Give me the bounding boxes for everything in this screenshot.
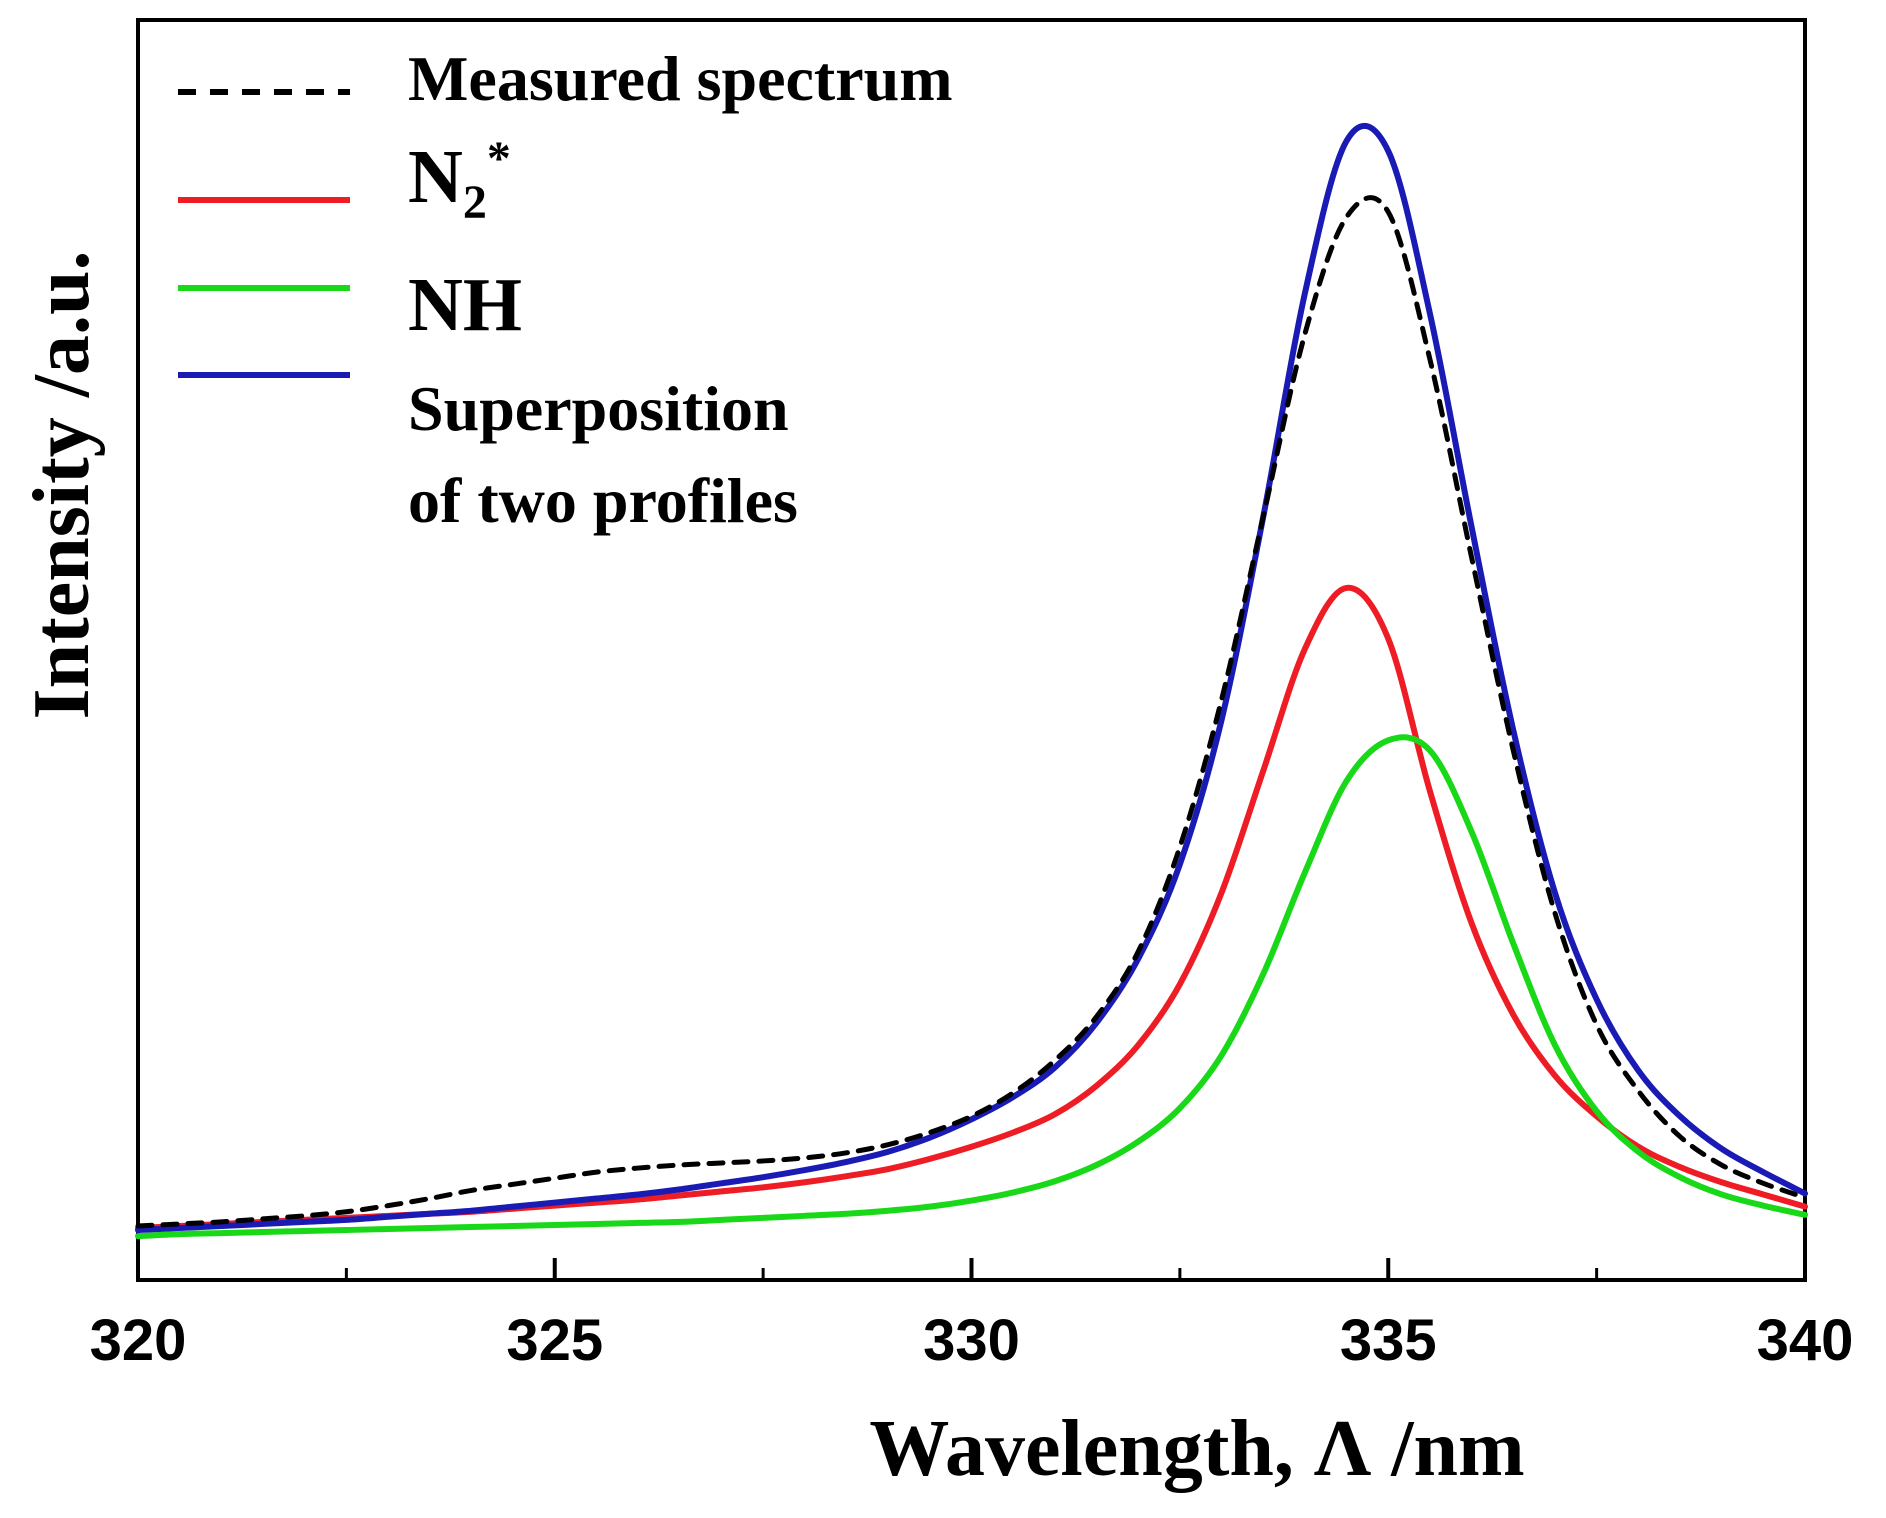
x-tick-label: 325 bbox=[506, 1308, 603, 1373]
legend-label-superposition-line2: of two profiles bbox=[408, 465, 798, 536]
x-tick-label: 335 bbox=[1340, 1308, 1437, 1373]
legend-label-superposition-line1: Superposition bbox=[408, 373, 789, 444]
legend-label-measured-spectrum: Measured spectrum bbox=[408, 43, 953, 114]
series-superposition bbox=[135, 122, 1808, 1234]
series-nh bbox=[135, 734, 1808, 1240]
x-axis-title: Wavelength, Λ /nm bbox=[869, 1405, 1524, 1493]
series-measured-spectrum bbox=[135, 195, 1808, 1229]
y-axis-title: Intensity /a.u. bbox=[18, 251, 106, 720]
x-tick-label: 320 bbox=[90, 1308, 187, 1373]
legend-label-n2-superscript: * bbox=[487, 132, 511, 185]
legend-label-nh: NH bbox=[408, 263, 522, 347]
x-tick-label: 340 bbox=[1757, 1308, 1854, 1373]
series-layer bbox=[135, 122, 1808, 1240]
x-tick-label: 330 bbox=[923, 1308, 1020, 1373]
legend-label-n2-subscript: 2 bbox=[463, 176, 487, 229]
x-axis-ticks: 320 325 330 335 340 bbox=[90, 1258, 1854, 1373]
legend: Measured spectrum N2* NH Superposition o… bbox=[178, 43, 953, 536]
legend-label-n2: N2* bbox=[408, 132, 511, 229]
